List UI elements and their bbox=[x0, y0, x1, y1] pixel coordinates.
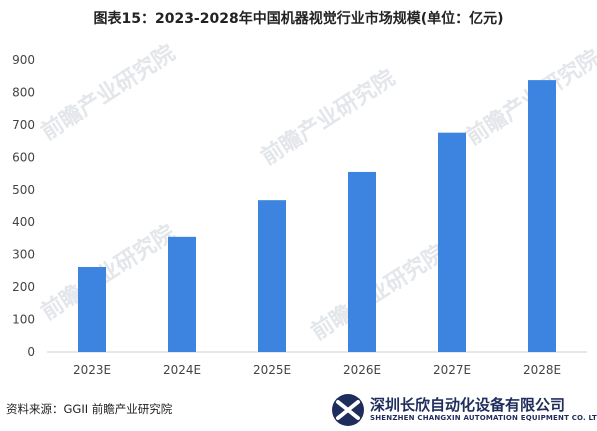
y-tick-label: 700 bbox=[12, 118, 35, 132]
x-tick-label: 2027E bbox=[433, 363, 471, 377]
y-tick-label: 100 bbox=[12, 313, 35, 327]
bar bbox=[168, 236, 196, 352]
company-logo: 深圳长欣自动化设备有限公司 SHENZHEN CHANGXIN AUTOMATI… bbox=[330, 392, 597, 428]
y-tick-label: 0 bbox=[27, 345, 35, 359]
source-note: 资料来源：GGII 前瞻产业研究院 bbox=[6, 402, 173, 416]
y-tick-label: 600 bbox=[12, 150, 35, 164]
bar bbox=[78, 266, 106, 352]
y-tick-label: 900 bbox=[12, 53, 35, 67]
y-tick-label: 300 bbox=[12, 248, 35, 262]
x-tick-label: 2026E bbox=[343, 363, 381, 377]
chart-title: 图表15：2023-2028年中国机器视觉行业市场规模(单位：亿元) bbox=[93, 11, 504, 27]
x-logo-icon bbox=[332, 394, 364, 426]
company-name: 深圳长欣自动化设备有限公司 bbox=[370, 396, 566, 414]
y-tick-label: 200 bbox=[12, 280, 35, 294]
x-tick-label: 2023E bbox=[73, 363, 111, 377]
bar bbox=[438, 132, 466, 352]
company-name-english: SHENZHEN CHANGXIN AUTOMATION EQUIPMENT C… bbox=[370, 414, 597, 422]
bar bbox=[528, 80, 556, 353]
x-tick-label: 2028E bbox=[523, 363, 561, 377]
bar bbox=[348, 171, 376, 352]
bar bbox=[258, 200, 286, 352]
x-tick-label: 2025E bbox=[253, 363, 291, 377]
y-tick-label: 400 bbox=[12, 215, 35, 229]
y-tick-label: 500 bbox=[12, 183, 35, 197]
y-tick-label: 800 bbox=[12, 85, 35, 99]
x-tick-label: 2024E bbox=[163, 363, 201, 377]
